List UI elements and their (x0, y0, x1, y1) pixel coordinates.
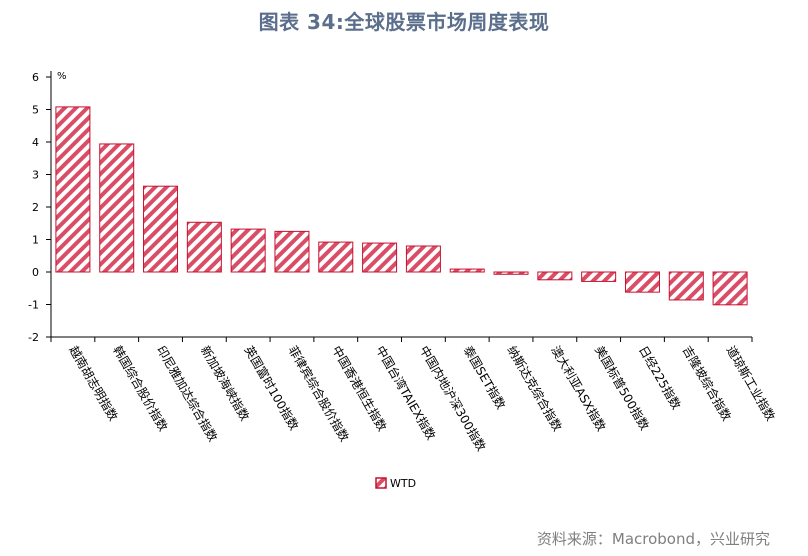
y-axis-unit: % (57, 71, 67, 82)
bar-韩国综合股价指数 (99, 143, 135, 273)
legend-label: WTD (390, 477, 416, 490)
bar-美国标普500指数 (581, 271, 617, 282)
y-tick-label: 6 (32, 71, 39, 84)
bar-吉隆坡综合指数 (668, 271, 704, 301)
bar-新加坡海峡指数 (186, 221, 222, 273)
y-tick-label: 2 (32, 201, 39, 214)
y-tick-label: 1 (32, 234, 39, 247)
x-category-label: 日经225指数 (636, 343, 684, 412)
bar-澳大利亚ASX指数 (537, 271, 573, 281)
y-tick-label: 0 (32, 266, 39, 279)
y-tick-label: -2 (28, 331, 39, 344)
bar-道琼斯工业指数 (712, 271, 748, 306)
bar-泰国SET指数 (449, 268, 485, 273)
y-tick-label: 4 (32, 136, 39, 149)
bar-英国富时100指数 (230, 228, 266, 273)
x-category-label: 泰国SET指数 (461, 343, 509, 412)
chart-title: 图表 34:全球股票市场周度表现 (258, 10, 550, 34)
bar-中国内地沪深300指数 (405, 245, 441, 273)
bar-中国香港恒生指数 (318, 241, 354, 273)
bar-印尼雅加达综合指数 (143, 185, 179, 273)
y-tick-label: 3 (32, 169, 39, 182)
bar-日经225指数 (624, 271, 660, 293)
y-tick-label: -1 (28, 299, 39, 312)
bar-菲律宾综合股价指数 (274, 230, 310, 273)
source-note: 资料来源：Macrobond，兴业研究 (536, 530, 770, 548)
bar-纳斯达克综合指数 (493, 271, 529, 275)
y-tick-label: 5 (32, 104, 39, 117)
bar-中国台湾TAIEX指数 (362, 242, 398, 273)
bar-越南胡志明指数 (55, 106, 91, 273)
legend-swatch (375, 477, 387, 489)
